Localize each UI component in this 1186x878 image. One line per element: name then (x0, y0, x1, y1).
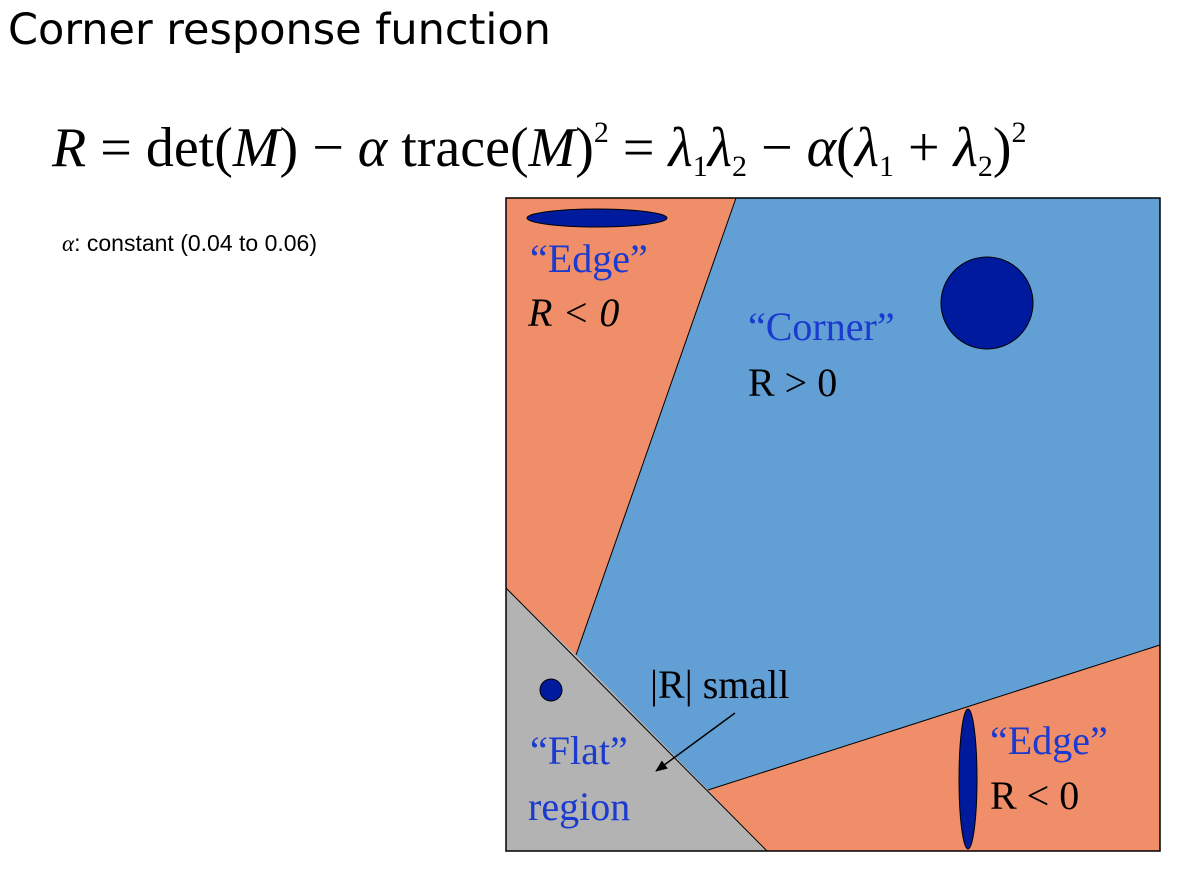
formula-m: M (232, 117, 280, 179)
formula-alpha: α (806, 117, 837, 179)
edge-top-condition: R < 0 (527, 290, 619, 335)
flat-region-arrow (655, 712, 736, 772)
alpha-symbol: α (62, 231, 75, 256)
flat-label-line1: “Flat” (530, 728, 628, 773)
formula-m: M (528, 117, 576, 179)
formula-paren: ) (279, 117, 299, 179)
corner-label: “Corner” (748, 304, 895, 349)
formula-exponent: 2 (593, 116, 609, 149)
diagram-border (505, 197, 1161, 852)
edge-horizontal-ellipse-icon (526, 208, 668, 228)
formula-equals: = (100, 117, 132, 179)
flat-label-line2: region (528, 784, 630, 829)
formula-trace: trace( (387, 117, 529, 179)
corner-edge-boundary-bottom (707, 644, 1161, 791)
flat-small-circle-icon (539, 678, 563, 702)
formula-subscript: 1 (692, 150, 708, 183)
corner-condition: R > 0 (748, 360, 837, 405)
edge-bottom-label: “Edge” (990, 718, 1108, 763)
formula-lambda: λ (854, 117, 879, 179)
edge-vertical-ellipse-icon (958, 708, 978, 850)
formula-paren: ) (992, 117, 1012, 179)
formula-alpha: α (357, 117, 388, 179)
formula-equals: = (622, 117, 655, 179)
formula-plus: + (907, 117, 940, 179)
formula-lambda: λ (953, 117, 978, 179)
edge-bottom-condition: R < 0 (990, 773, 1079, 818)
formula-r: R (52, 117, 87, 179)
flat-region-boundary (505, 587, 768, 852)
slide-title: Corner response function (8, 5, 551, 55)
alpha-constant-note: α: constant (0.04 to 0.06) (62, 228, 317, 259)
formula-subscript: 2 (732, 150, 748, 183)
formula-minus: − (312, 117, 344, 179)
formula-det: det( (145, 117, 233, 179)
corner-circle-icon (940, 256, 1034, 350)
alpha-constant-text: : constant (0.04 to 0.06) (74, 230, 318, 256)
formula-lambda: λ (707, 117, 733, 179)
flat-annotation: |R| small (650, 662, 789, 707)
formula-paren: ( (836, 117, 855, 179)
corner-region (576, 198, 1160, 790)
formula-subscript: 2 (977, 150, 993, 183)
formula-lambda: λ (668, 117, 693, 179)
formula-minus: − (761, 117, 793, 179)
edge-top-label: “Edge” (530, 236, 648, 281)
corner-response-formula: R = det(M) − α trace(M)2 = λ1λ2 − α(λ1 +… (52, 98, 1026, 202)
formula-exponent: 2 (1011, 116, 1027, 149)
formula-paren: ) (575, 117, 594, 179)
formula-subscript: 1 (878, 150, 894, 183)
edge-corner-boundary-left (575, 197, 737, 656)
